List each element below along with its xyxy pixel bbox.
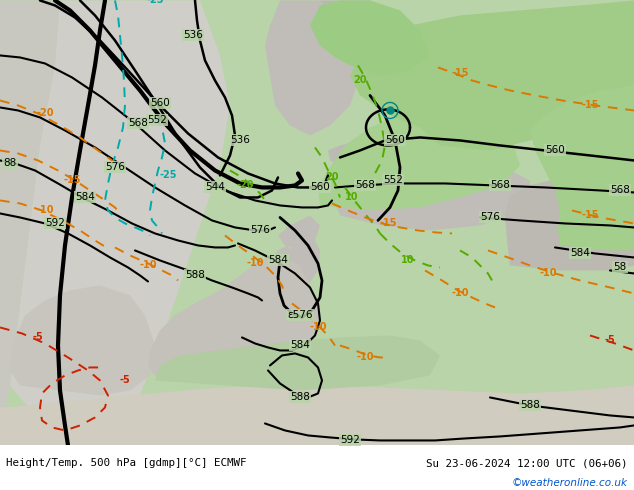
Text: 584: 584 <box>75 193 95 202</box>
Text: 568: 568 <box>355 180 375 191</box>
Polygon shape <box>335 164 530 230</box>
Polygon shape <box>148 255 320 380</box>
Text: -10: -10 <box>139 261 157 270</box>
Polygon shape <box>310 0 400 80</box>
Text: -10: -10 <box>451 289 469 298</box>
Text: 20: 20 <box>325 172 339 182</box>
Polygon shape <box>0 386 634 445</box>
Text: -5: -5 <box>605 336 616 345</box>
Text: -20: -20 <box>236 180 254 191</box>
Text: -5: -5 <box>32 332 43 343</box>
Text: -15: -15 <box>63 175 81 185</box>
Text: ©weatheronline.co.uk: ©weatheronline.co.uk <box>512 478 628 488</box>
Text: 10: 10 <box>401 255 415 266</box>
Text: 592: 592 <box>45 219 65 228</box>
Text: 552: 552 <box>147 116 167 125</box>
Polygon shape <box>10 0 230 445</box>
Text: -10: -10 <box>246 258 264 269</box>
Text: -15: -15 <box>581 100 598 110</box>
Text: -15: -15 <box>581 210 598 221</box>
Polygon shape <box>282 236 320 291</box>
Polygon shape <box>350 0 634 150</box>
Text: 568: 568 <box>128 119 148 128</box>
Polygon shape <box>265 0 360 135</box>
Text: 584: 584 <box>290 341 310 350</box>
Polygon shape <box>155 336 440 391</box>
Text: 588: 588 <box>185 270 205 280</box>
Text: 544: 544 <box>205 182 225 193</box>
Text: 552: 552 <box>383 175 403 185</box>
Text: 584: 584 <box>268 255 288 266</box>
Text: -25: -25 <box>159 171 177 180</box>
Text: 560: 560 <box>385 135 405 146</box>
Text: 536: 536 <box>230 135 250 146</box>
Polygon shape <box>505 166 634 270</box>
Text: -15: -15 <box>379 219 397 228</box>
Text: 88: 88 <box>3 158 16 169</box>
Polygon shape <box>530 85 634 250</box>
Text: 20: 20 <box>353 75 366 85</box>
Text: -15: -15 <box>451 69 469 78</box>
Polygon shape <box>310 0 430 75</box>
Polygon shape <box>272 245 292 270</box>
Polygon shape <box>0 0 60 445</box>
Text: 576: 576 <box>480 213 500 222</box>
Text: 568: 568 <box>610 185 630 196</box>
Text: Height/Temp. 500 hPa [gdmp][°C] ECMWF: Height/Temp. 500 hPa [gdmp][°C] ECMWF <box>6 458 247 468</box>
Text: 536: 536 <box>183 30 203 41</box>
Text: -10: -10 <box>309 322 327 332</box>
Text: 560: 560 <box>545 146 565 155</box>
Polygon shape <box>10 286 155 395</box>
Text: -10: -10 <box>540 269 557 278</box>
Text: -20: -20 <box>36 108 54 119</box>
Text: 560: 560 <box>310 182 330 193</box>
Polygon shape <box>278 216 320 250</box>
Text: 568: 568 <box>490 180 510 191</box>
Text: -10: -10 <box>36 205 54 216</box>
Text: 576: 576 <box>250 225 270 236</box>
Polygon shape <box>318 105 520 210</box>
Text: 584: 584 <box>570 248 590 258</box>
Text: 588: 588 <box>520 400 540 411</box>
Text: -25: -25 <box>146 0 164 5</box>
Text: -10: -10 <box>356 352 374 363</box>
Polygon shape <box>328 141 450 205</box>
Text: 560: 560 <box>150 98 170 108</box>
Text: 588: 588 <box>290 392 310 402</box>
Text: 58: 58 <box>613 263 626 272</box>
Text: 10: 10 <box>346 193 359 202</box>
Text: ε576: ε576 <box>287 311 313 320</box>
Text: -5: -5 <box>120 375 131 386</box>
Text: 576: 576 <box>105 163 125 172</box>
Text: Su 23-06-2024 12:00 UTC (06+06): Su 23-06-2024 12:00 UTC (06+06) <box>426 458 628 468</box>
Text: 592: 592 <box>340 436 360 445</box>
